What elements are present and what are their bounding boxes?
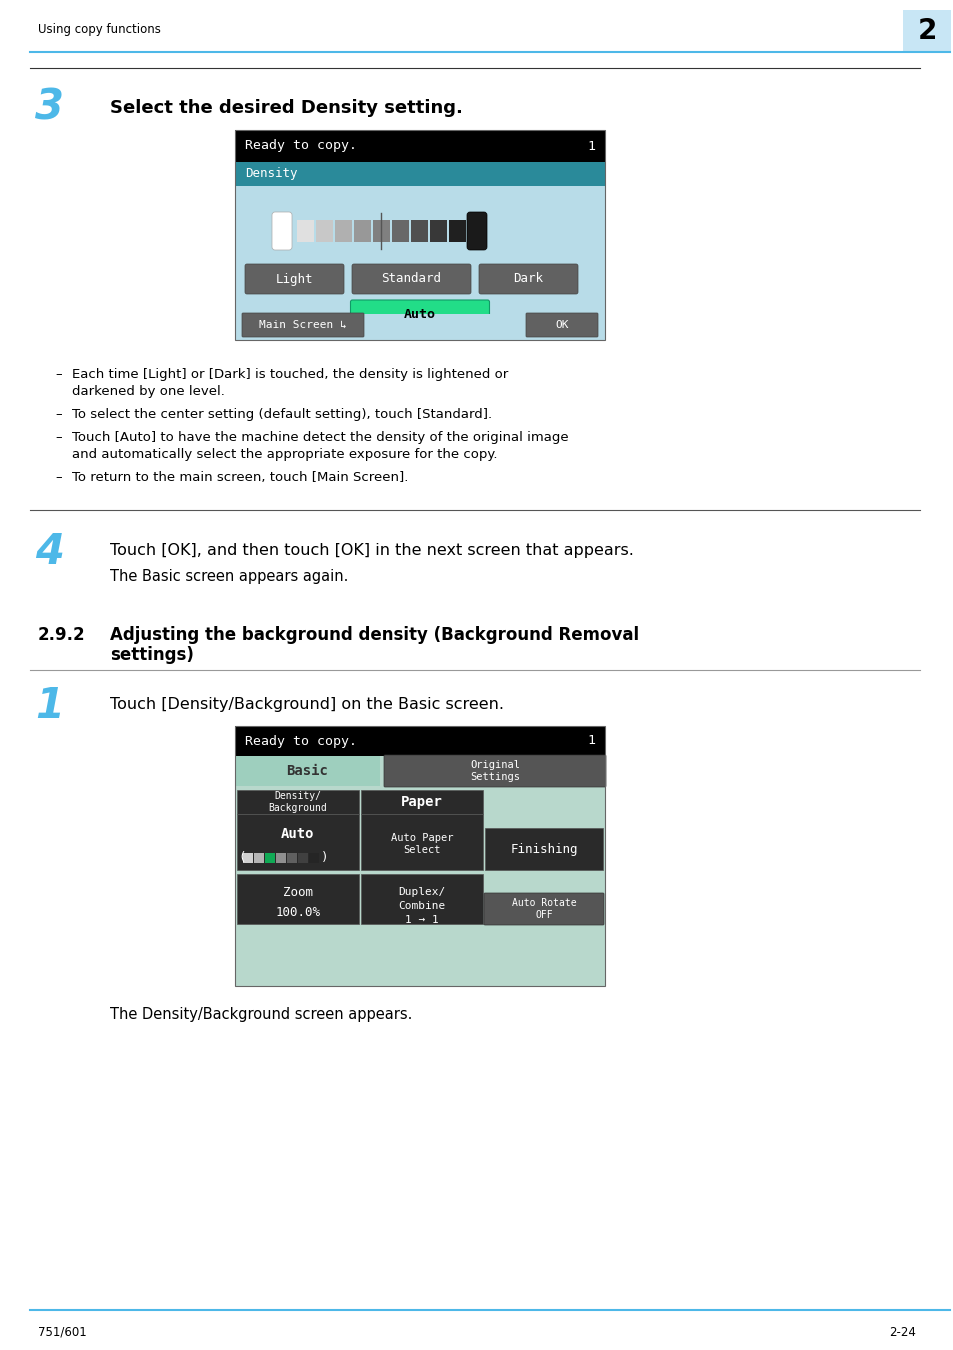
- FancyBboxPatch shape: [352, 265, 471, 294]
- Text: and automatically select the appropriate exposure for the copy.: and automatically select the appropriate…: [71, 448, 497, 460]
- Text: The Density/Background screen appears.: The Density/Background screen appears.: [110, 1007, 412, 1022]
- Bar: [243, 853, 253, 863]
- Bar: [449, 220, 465, 242]
- Text: ): ): [320, 852, 328, 864]
- Bar: [253, 853, 264, 863]
- FancyBboxPatch shape: [242, 313, 364, 338]
- Text: 1: 1: [586, 139, 595, 153]
- Bar: [430, 220, 447, 242]
- Bar: [354, 220, 371, 242]
- FancyBboxPatch shape: [525, 313, 598, 338]
- Bar: [297, 853, 308, 863]
- FancyBboxPatch shape: [478, 265, 578, 294]
- Text: Paper: Paper: [400, 795, 442, 809]
- Bar: [287, 853, 296, 863]
- Text: 2.9.2: 2.9.2: [38, 626, 86, 644]
- Text: Select the desired Density setting.: Select the desired Density setting.: [110, 99, 462, 117]
- Bar: [234, 756, 379, 786]
- Text: (: (: [237, 852, 245, 864]
- Text: Density: Density: [245, 167, 297, 181]
- FancyBboxPatch shape: [350, 300, 489, 329]
- Text: Original
Settings: Original Settings: [470, 760, 519, 782]
- FancyBboxPatch shape: [467, 212, 486, 250]
- Bar: [234, 315, 604, 340]
- Text: To return to the main screen, touch [Main Screen].: To return to the main screen, touch [Mai…: [71, 471, 408, 485]
- Text: To select the center setting (default setting), touch [Standard].: To select the center setting (default se…: [71, 408, 492, 421]
- Bar: [411, 220, 428, 242]
- Text: Density/
Background: Density/ Background: [269, 791, 327, 813]
- Bar: [309, 853, 318, 863]
- Text: Basic: Basic: [286, 764, 328, 778]
- Text: 100.0%: 100.0%: [275, 906, 320, 918]
- Text: 3: 3: [35, 86, 65, 130]
- Text: Touch [Density/Background] on the Basic screen.: Touch [Density/Background] on the Basic …: [110, 697, 503, 711]
- Text: settings): settings): [110, 647, 193, 664]
- Text: Light: Light: [275, 273, 313, 285]
- Bar: [234, 162, 604, 186]
- Bar: [234, 130, 604, 162]
- Bar: [392, 220, 409, 242]
- Bar: [236, 814, 358, 869]
- Text: Main Screen ↳: Main Screen ↳: [259, 320, 347, 329]
- FancyBboxPatch shape: [245, 265, 344, 294]
- Text: Ready to copy.: Ready to copy.: [245, 734, 356, 748]
- Text: Auto Rotate
OFF: Auto Rotate OFF: [511, 898, 576, 919]
- Text: 1 → 1: 1 → 1: [405, 915, 438, 925]
- Bar: [484, 873, 602, 894]
- Text: Each time [Light] or [Dark] is touched, the density is lightened or: Each time [Light] or [Dark] is touched, …: [71, 369, 508, 381]
- Text: 2-24: 2-24: [888, 1326, 915, 1338]
- Text: The Basic screen appears again.: The Basic screen appears again.: [110, 568, 348, 583]
- Bar: [335, 220, 352, 242]
- Text: Touch [OK], and then touch [OK] in the next screen that appears.: Touch [OK], and then touch [OK] in the n…: [110, 543, 633, 558]
- Bar: [315, 220, 333, 242]
- Text: 4: 4: [35, 531, 65, 572]
- Text: 2: 2: [917, 18, 936, 45]
- Text: –: –: [55, 471, 62, 485]
- Text: Standard: Standard: [381, 273, 441, 285]
- Bar: [360, 873, 482, 923]
- Bar: [296, 220, 314, 242]
- FancyBboxPatch shape: [384, 755, 605, 787]
- Text: Ready to copy.: Ready to copy.: [245, 139, 356, 153]
- Text: Touch [Auto] to have the machine detect the density of the original image: Touch [Auto] to have the machine detect …: [71, 431, 568, 444]
- Bar: [234, 130, 604, 340]
- Text: Auto: Auto: [403, 309, 436, 321]
- Text: 751/601: 751/601: [38, 1326, 87, 1338]
- Text: Finishing: Finishing: [510, 842, 578, 856]
- Text: darkened by one level.: darkened by one level.: [71, 385, 225, 398]
- Bar: [484, 790, 602, 828]
- Bar: [902, 9, 950, 53]
- Text: Zoom: Zoom: [283, 886, 313, 899]
- Bar: [265, 853, 274, 863]
- Bar: [236, 790, 358, 814]
- Text: Auto: Auto: [281, 828, 314, 841]
- Bar: [234, 756, 604, 986]
- Text: 1: 1: [586, 734, 595, 748]
- Bar: [234, 726, 604, 986]
- Bar: [234, 186, 604, 340]
- Text: Combine: Combine: [398, 900, 445, 911]
- Bar: [373, 220, 390, 242]
- Text: Dark: Dark: [513, 273, 543, 285]
- Bar: [275, 853, 286, 863]
- Text: Duplex/: Duplex/: [398, 887, 445, 896]
- Bar: [360, 814, 482, 869]
- Text: Adjusting the background density (Background Removal: Adjusting the background density (Backgr…: [110, 626, 639, 644]
- Bar: [236, 873, 358, 923]
- Text: Using copy functions: Using copy functions: [38, 23, 161, 36]
- Bar: [484, 828, 602, 869]
- Text: –: –: [55, 408, 62, 421]
- Text: –: –: [55, 369, 62, 381]
- Text: –: –: [55, 431, 62, 444]
- Bar: [234, 726, 604, 756]
- Text: OK: OK: [555, 320, 568, 329]
- FancyBboxPatch shape: [272, 212, 292, 250]
- Text: 1: 1: [35, 684, 65, 728]
- Text: Auto Paper
Select: Auto Paper Select: [391, 833, 453, 855]
- Bar: [360, 790, 482, 814]
- FancyBboxPatch shape: [483, 892, 603, 925]
